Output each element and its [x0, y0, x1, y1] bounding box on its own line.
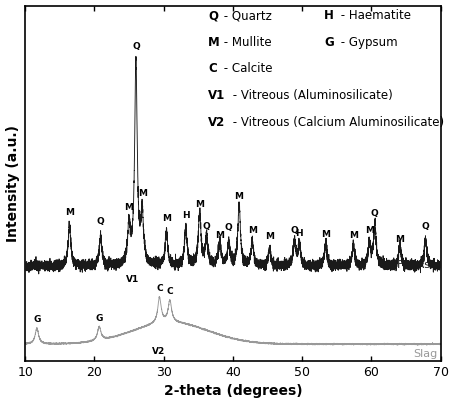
Text: G: G — [33, 315, 41, 324]
Text: M: M — [65, 208, 74, 217]
Text: C: C — [208, 63, 217, 76]
Text: - Quartz: - Quartz — [220, 9, 272, 22]
Text: V2: V2 — [208, 116, 225, 129]
X-axis label: 2-theta (degrees): 2-theta (degrees) — [164, 385, 302, 398]
Text: Slag: Slag — [413, 349, 437, 359]
Text: M: M — [235, 192, 244, 201]
Text: C: C — [156, 284, 163, 293]
Text: - Mullite: - Mullite — [220, 36, 272, 49]
Text: - Vitreous (Calcium Aluminosilicate): - Vitreous (Calcium Aluminosilicate) — [229, 116, 444, 129]
Text: M: M — [365, 226, 374, 235]
Y-axis label: Intensity (a.u.): Intensity (a.u.) — [6, 125, 19, 242]
Text: M: M — [215, 231, 224, 240]
Text: M: M — [395, 235, 404, 244]
Text: G: G — [324, 36, 334, 49]
Text: Q: Q — [421, 222, 429, 231]
Text: M: M — [137, 189, 146, 198]
Text: C: C — [166, 286, 173, 296]
Text: - Gypsum: - Gypsum — [337, 36, 397, 49]
Text: Q: Q — [203, 221, 210, 231]
Text: V1: V1 — [208, 89, 225, 102]
Text: M: M — [195, 200, 204, 209]
Text: M: M — [265, 232, 274, 241]
Text: M: M — [321, 230, 330, 239]
Text: G: G — [96, 314, 103, 323]
Text: Q: Q — [225, 223, 233, 231]
Text: - Haematite: - Haematite — [337, 9, 411, 22]
Text: V1: V1 — [126, 275, 139, 284]
Text: Q: Q — [208, 9, 218, 22]
Text: Q: Q — [291, 227, 299, 236]
Text: H: H — [324, 9, 334, 22]
Text: M: M — [349, 231, 358, 240]
Text: H: H — [296, 229, 303, 238]
Text: - Vitreous (Aluminosilicate): - Vitreous (Aluminosilicate) — [229, 89, 392, 102]
Text: M: M — [125, 203, 134, 212]
Text: M: M — [208, 36, 220, 49]
Text: - Calcite: - Calcite — [220, 63, 273, 76]
Text: Q: Q — [132, 42, 140, 51]
Text: V2: V2 — [152, 347, 164, 356]
Text: M: M — [248, 226, 257, 235]
Text: Fly Ash: Fly Ash — [397, 259, 437, 269]
Text: Q: Q — [97, 217, 104, 225]
Text: M: M — [162, 214, 171, 223]
Text: Q: Q — [371, 209, 379, 218]
Text: H: H — [182, 211, 190, 220]
